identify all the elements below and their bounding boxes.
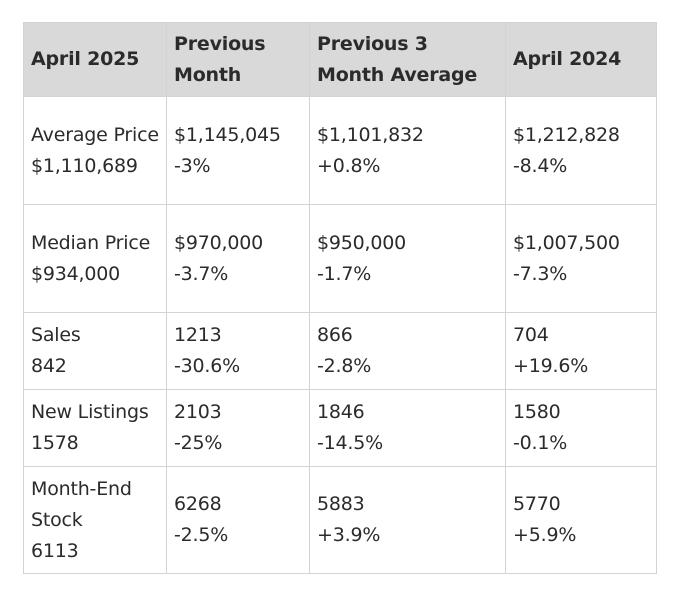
year-ago-value: 704	[513, 324, 549, 346]
year-ago-change: +5.9%	[513, 524, 577, 546]
row-label-cell: Average Price $1,110,689	[23, 96, 167, 205]
prev-3mo-value: 1846	[317, 401, 365, 423]
header-year-ago: April 2024	[505, 22, 657, 97]
prev-3mo-cell: $1,101,832 +0.8%	[309, 96, 506, 205]
prev-3mo-value: 866	[317, 324, 353, 346]
header-row: April 2025 Previous Month Previous 3 Mon…	[23, 22, 657, 97]
prev-3mo-cell: $950,000 -1.7%	[309, 204, 506, 313]
prev-month-change: -3.7%	[174, 262, 229, 285]
prev-month-change: -25%	[174, 432, 223, 454]
year-ago-value: $1,212,828	[513, 123, 620, 146]
year-ago-value: $1,007,500	[513, 231, 620, 254]
prev-3mo-change: +3.9%	[317, 524, 381, 546]
row-current-value: $934,000	[31, 262, 121, 285]
row-label: Month-End Stock	[31, 477, 132, 531]
prev-3mo-value: $1,101,832	[317, 123, 424, 146]
row-current-value: 842	[31, 355, 67, 377]
year-ago-cell: 5770 +5.9%	[505, 466, 657, 574]
prev-3mo-change: -1.7%	[317, 262, 372, 285]
table-row: New Listings 1578 2103 -25% 1846 -14.5% …	[23, 389, 657, 467]
prev-month-cell: 6268 -2.5%	[166, 466, 310, 574]
row-label: Median Price	[31, 231, 151, 254]
row-current-value: $1,110,689	[31, 154, 138, 177]
prev-month-change: -3%	[174, 154, 211, 177]
prev-month-value: 2103	[174, 401, 222, 423]
row-label-cell: Median Price $934,000	[23, 204, 167, 313]
prev-3mo-cell: 866 -2.8%	[309, 312, 506, 390]
year-ago-change: -0.1%	[513, 432, 568, 454]
table-row: Average Price $1,110,689 $1,145,045 -3% …	[23, 96, 657, 205]
year-ago-cell: 704 +19.6%	[505, 312, 657, 390]
prev-month-value: 6268	[174, 493, 222, 515]
prev-3mo-cell: 5883 +3.9%	[309, 466, 506, 574]
table-row: Median Price $934,000 $970,000 -3.7% $95…	[23, 204, 657, 313]
prev-month-cell: $1,145,045 -3%	[166, 96, 310, 205]
year-ago-change: -7.3%	[513, 262, 568, 285]
row-label: Average Price	[31, 123, 159, 146]
year-ago-change: +19.6%	[513, 355, 589, 377]
year-ago-cell: $1,212,828 -8.4%	[505, 96, 657, 205]
row-current-value: 6113	[31, 539, 79, 562]
prev-3mo-change: +0.8%	[317, 154, 381, 177]
prev-month-value: $970,000	[174, 231, 264, 254]
prev-3mo-change: -2.8%	[317, 355, 372, 377]
table-body: Average Price $1,110,689 $1,145,045 -3% …	[23, 96, 657, 574]
year-ago-value: 5770	[513, 493, 561, 515]
year-ago-cell: 1580 -0.1%	[505, 389, 657, 467]
row-label-cell: New Listings 1578	[23, 389, 167, 467]
prev-month-change: -30.6%	[174, 355, 241, 377]
row-current-value: 1578	[31, 432, 79, 454]
header-previous-month: Previous Month	[166, 22, 310, 97]
row-label: New Listings	[31, 401, 149, 423]
prev-month-value: 1213	[174, 324, 222, 346]
prev-3mo-cell: 1846 -14.5%	[309, 389, 506, 467]
header-current-month: April 2025	[23, 22, 167, 97]
table-header: April 2025 Previous Month Previous 3 Mon…	[23, 22, 657, 97]
year-ago-cell: $1,007,500 -7.3%	[505, 204, 657, 313]
table-row: Sales 842 1213 -30.6% 866 -2.8% 704 +19.…	[23, 312, 657, 390]
prev-month-value: $1,145,045	[174, 123, 281, 146]
prev-month-change: -2.5%	[174, 524, 229, 546]
year-ago-value: 1580	[513, 401, 561, 423]
table-row: Month-End Stock 6113 6268 -2.5% 5883 +3.…	[23, 466, 657, 574]
prev-3mo-value: 5883	[317, 493, 365, 515]
row-label-cell: Sales 842	[23, 312, 167, 390]
prev-3mo-value: $950,000	[317, 231, 407, 254]
prev-month-cell: 1213 -30.6%	[166, 312, 310, 390]
prev-month-cell: $970,000 -3.7%	[166, 204, 310, 313]
row-label: Sales	[31, 324, 81, 346]
header-previous-3-month-average: Previous 3 Month Average	[309, 22, 506, 97]
row-label-cell: Month-End Stock 6113	[23, 466, 167, 574]
prev-month-cell: 2103 -25%	[166, 389, 310, 467]
year-ago-change: -8.4%	[513, 154, 568, 177]
market-stats-table: April 2025 Previous Month Previous 3 Mon…	[23, 22, 657, 574]
prev-3mo-change: -14.5%	[317, 432, 384, 454]
